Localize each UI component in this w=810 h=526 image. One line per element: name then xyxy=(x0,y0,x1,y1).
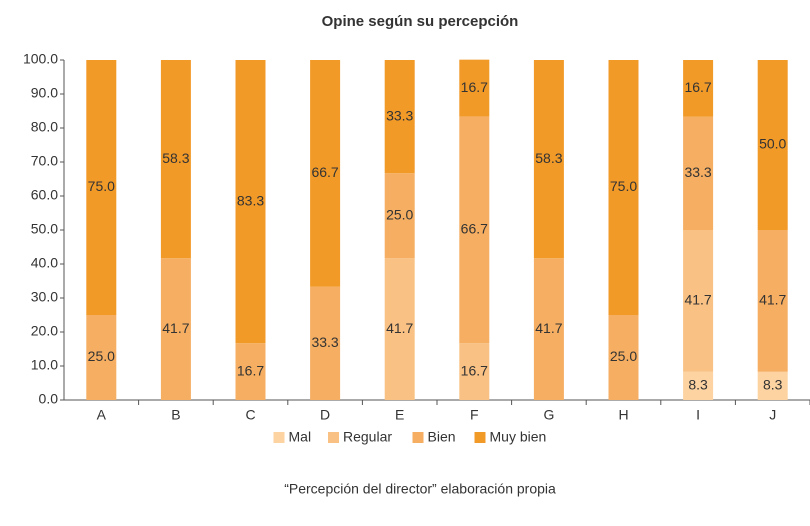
y-tick-label: 60.0 xyxy=(31,187,58,203)
x-tick-label: B xyxy=(171,407,180,423)
legend-swatch xyxy=(474,432,486,443)
value-label: 16.7 xyxy=(237,362,264,378)
value-label: 75.0 xyxy=(88,178,115,194)
y-tick-label: 80.0 xyxy=(31,119,58,135)
bar-segment xyxy=(310,60,341,287)
bar-segment xyxy=(310,286,341,400)
x-tick-label: C xyxy=(245,407,255,423)
x-tick-label: E xyxy=(395,407,404,423)
x-tick-label: J xyxy=(769,407,776,423)
bar-segment xyxy=(384,258,415,400)
bar-segment xyxy=(459,343,490,400)
value-label: 83.3 xyxy=(237,192,264,208)
y-tick-label: 10.0 xyxy=(31,357,58,373)
y-tick-label: 90.0 xyxy=(31,85,58,101)
x-tick-label: A xyxy=(97,407,107,423)
value-label: 66.7 xyxy=(311,164,338,180)
y-tick-label: 0.0 xyxy=(39,391,59,407)
bar-segment xyxy=(86,315,117,400)
bar-segment xyxy=(757,371,788,400)
x-tick-label: F xyxy=(470,407,479,423)
bar-segment xyxy=(683,230,714,372)
bar-segment xyxy=(459,116,490,344)
legend-swatch xyxy=(273,432,285,443)
value-label: 41.7 xyxy=(535,320,562,336)
bar-segment xyxy=(757,230,788,372)
x-tick-label: D xyxy=(320,407,330,423)
bar-segment xyxy=(384,60,415,174)
y-tick-label: 100.0 xyxy=(23,51,58,67)
legend-swatch xyxy=(412,432,424,443)
bar-segment xyxy=(235,60,266,344)
bar-segment xyxy=(683,116,714,230)
legend-swatch xyxy=(328,432,339,443)
value-label: 33.3 xyxy=(386,107,413,123)
legend-label: Regular xyxy=(343,429,392,445)
value-label: 58.3 xyxy=(162,150,189,166)
value-label: 41.7 xyxy=(386,320,413,336)
value-label: 41.7 xyxy=(759,292,786,308)
y-tick-label: 30.0 xyxy=(31,289,58,305)
value-label: 41.7 xyxy=(162,320,189,336)
bar-segment xyxy=(683,60,714,117)
value-label: 16.7 xyxy=(461,362,488,378)
value-label: 58.3 xyxy=(535,150,562,166)
bar-segment xyxy=(86,60,117,315)
source-note: “Percepción del director” elaboración pr… xyxy=(284,481,556,497)
y-tick-label: 20.0 xyxy=(31,323,58,339)
value-label: 16.7 xyxy=(684,79,711,95)
bar-segment xyxy=(608,60,639,315)
x-tick-label: I xyxy=(696,407,700,423)
value-label: 25.0 xyxy=(610,348,637,364)
value-label: 50.0 xyxy=(759,136,786,152)
value-label: 75.0 xyxy=(610,178,637,194)
y-tick-label: 70.0 xyxy=(31,153,58,169)
value-label: 33.3 xyxy=(311,334,338,350)
bar-segment xyxy=(757,60,788,230)
bar-segment xyxy=(608,315,639,400)
value-label: 8.3 xyxy=(763,377,783,393)
bar-segment xyxy=(160,258,191,400)
value-label: 25.0 xyxy=(386,206,413,222)
x-tick-label: G xyxy=(543,407,554,423)
bar-segment xyxy=(384,173,415,259)
value-label: 16.7 xyxy=(461,79,488,95)
value-label: 66.7 xyxy=(461,221,488,237)
legend-label: Bien xyxy=(428,429,456,445)
legend-label: Mal xyxy=(289,429,312,445)
y-tick-label: 50.0 xyxy=(31,221,58,237)
bar-segment xyxy=(459,59,490,117)
bar-segment xyxy=(533,258,564,400)
bar-segment xyxy=(683,371,714,400)
bar-segment xyxy=(235,343,266,400)
x-tick-label: H xyxy=(618,407,628,423)
chart-title: Opine según su percepción xyxy=(322,13,519,30)
bar-segment xyxy=(160,60,191,259)
value-label: 33.3 xyxy=(684,164,711,180)
value-label: 8.3 xyxy=(688,377,708,393)
value-label: 41.7 xyxy=(684,292,711,308)
y-tick-label: 40.0 xyxy=(31,255,58,271)
bar-segment xyxy=(533,60,564,259)
value-label: 25.0 xyxy=(88,348,115,364)
legend-label: Muy bien xyxy=(490,429,547,445)
